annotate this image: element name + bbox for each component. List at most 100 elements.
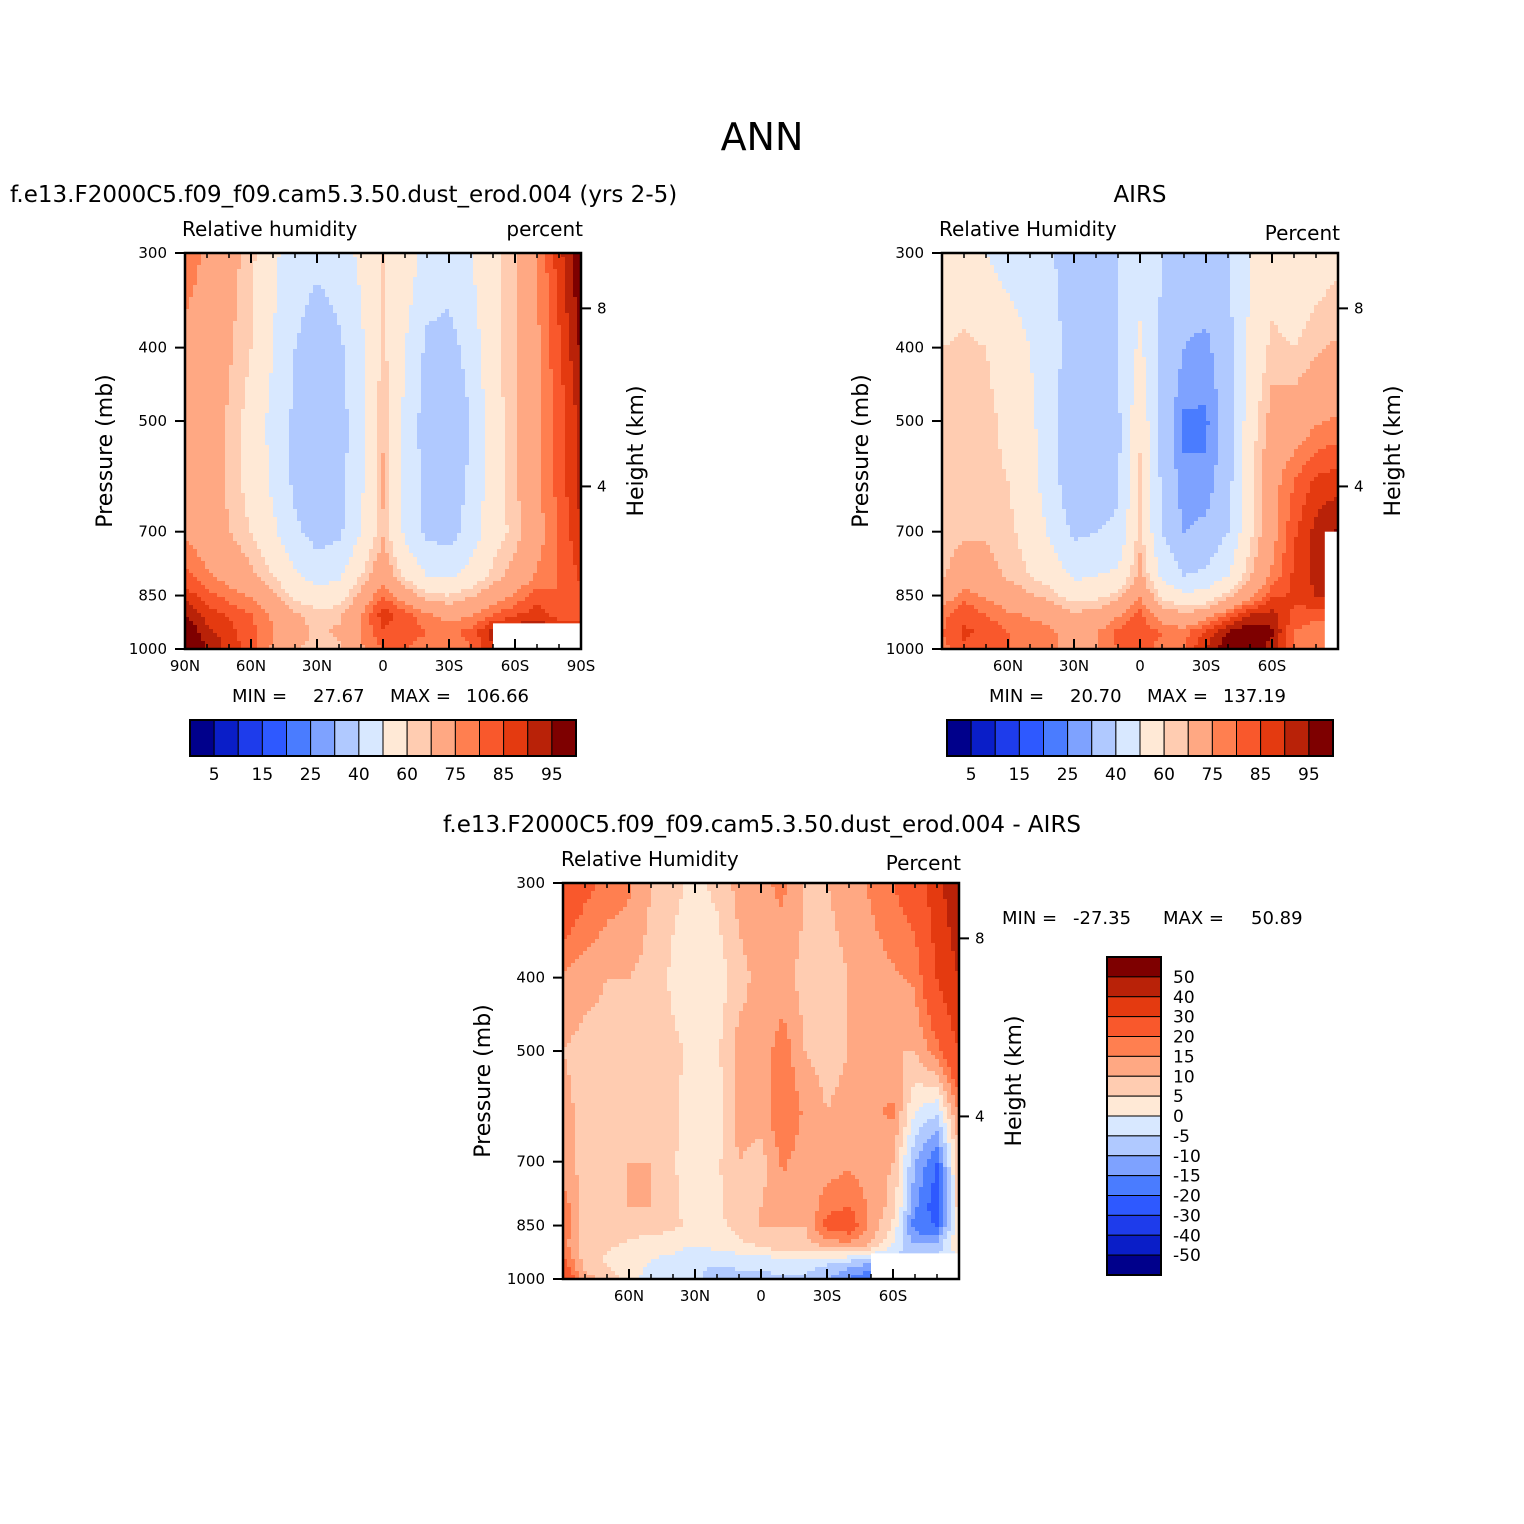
field-cell <box>237 317 242 322</box>
field-cell <box>465 409 470 414</box>
field-cell <box>537 345 542 350</box>
field-cell <box>381 273 386 278</box>
field-cell <box>193 357 198 362</box>
field-cell <box>425 265 430 270</box>
field-cell <box>281 277 286 282</box>
field-cell <box>449 449 454 454</box>
field-cell <box>361 369 366 374</box>
field-cell <box>405 253 410 258</box>
field-cell <box>193 445 198 450</box>
field-cell <box>345 441 350 446</box>
field-cell <box>397 369 402 374</box>
field-cell <box>353 305 358 310</box>
field-cell <box>233 429 238 434</box>
field-cell <box>565 425 570 430</box>
field-cell <box>281 253 286 258</box>
field-cell <box>509 417 514 422</box>
field-cell <box>357 293 362 298</box>
field-cell <box>197 453 202 458</box>
field-cell <box>301 257 306 262</box>
field-cell <box>497 417 502 422</box>
field-cell <box>469 313 474 318</box>
field-cell <box>381 357 386 362</box>
field-cell <box>497 429 502 434</box>
field-cell <box>209 353 214 358</box>
field-cell <box>389 421 394 426</box>
field-cell <box>365 285 370 290</box>
field-cell <box>221 365 226 370</box>
field-cell <box>469 317 474 322</box>
field-cell <box>517 317 522 322</box>
field-cell <box>557 289 562 294</box>
field-cell <box>365 365 370 370</box>
field-cell <box>237 385 242 390</box>
field-cell <box>469 417 474 422</box>
field-cell <box>345 389 350 394</box>
field-cell <box>341 313 346 318</box>
field-cell <box>493 381 498 386</box>
field-cell <box>333 441 338 446</box>
field-cell <box>205 437 210 442</box>
field-cell <box>485 253 490 258</box>
field-cell <box>205 269 210 274</box>
field-cell <box>481 277 486 282</box>
field-cell <box>365 401 370 406</box>
field-cell <box>485 273 490 278</box>
field-cell <box>309 269 314 274</box>
field-cell <box>277 429 282 434</box>
field-cell <box>385 365 390 370</box>
field-cell <box>521 261 526 266</box>
field-cell <box>369 377 374 382</box>
field-cell <box>445 265 450 270</box>
field-cell <box>269 409 274 414</box>
field-cell <box>553 385 558 390</box>
field-cell <box>325 437 330 442</box>
field-cell <box>525 285 530 290</box>
field-cell <box>565 401 570 406</box>
field-cell <box>237 353 242 358</box>
field-cell <box>537 285 542 290</box>
field-cell <box>229 289 234 294</box>
field-cell <box>325 297 330 302</box>
field-cell <box>441 341 446 346</box>
field-cell <box>361 349 366 354</box>
field-cell <box>417 269 422 274</box>
field-cell <box>241 409 246 414</box>
field-cell <box>297 277 302 282</box>
field-cell <box>397 337 402 342</box>
field-cell <box>337 305 342 310</box>
field-cell <box>497 353 502 358</box>
field-cell <box>217 413 222 418</box>
field-cell <box>501 337 506 342</box>
field-cell <box>225 441 230 446</box>
field-cell <box>301 305 306 310</box>
field-cell <box>569 369 574 374</box>
field-cell <box>453 409 458 414</box>
field-cell <box>537 289 542 294</box>
field-cell <box>381 377 386 382</box>
field-cell <box>449 361 454 366</box>
field-cell <box>281 413 286 418</box>
field-cell <box>301 401 306 406</box>
field-cell <box>537 313 542 318</box>
field-cell <box>469 289 474 294</box>
field-cell <box>297 425 302 430</box>
field-cell <box>441 281 446 286</box>
field-cell <box>353 261 358 266</box>
field-cell <box>477 417 482 422</box>
field-cell <box>201 389 206 394</box>
field-cell <box>513 381 518 386</box>
field-cell <box>193 369 198 374</box>
field-cell <box>457 289 462 294</box>
field-cell <box>257 337 262 342</box>
field-cell <box>361 277 366 282</box>
field-cell <box>229 373 234 378</box>
field-cell <box>473 373 478 378</box>
field-cell <box>457 301 462 306</box>
field-cell <box>229 341 234 346</box>
field-cell <box>385 261 390 266</box>
field-cell <box>369 389 374 394</box>
field-cell <box>421 421 426 426</box>
field-cell <box>445 397 450 402</box>
field-cell <box>397 433 402 438</box>
